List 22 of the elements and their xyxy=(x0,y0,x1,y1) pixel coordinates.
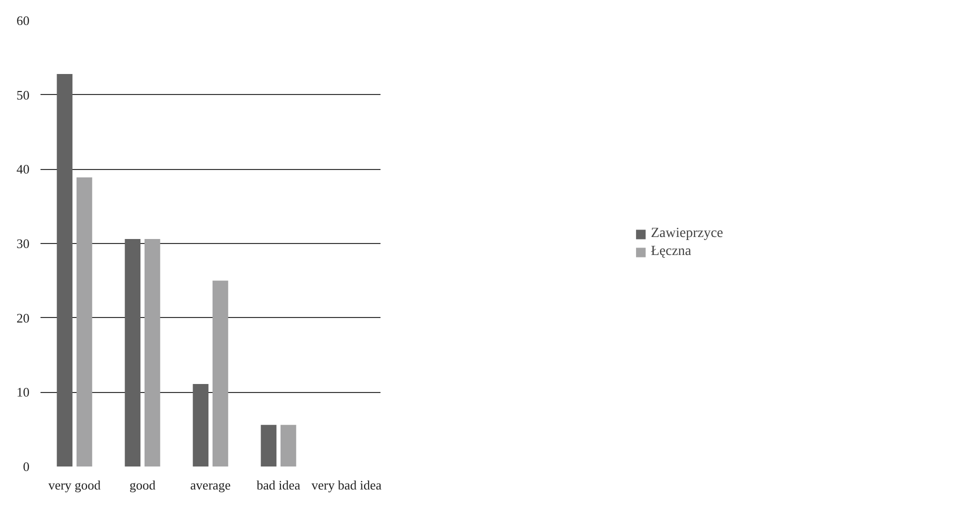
x-tick-label: bad idea xyxy=(256,478,301,492)
bar xyxy=(76,177,92,466)
bar xyxy=(280,424,296,466)
bar xyxy=(192,384,208,466)
bar xyxy=(260,424,276,466)
legend-label: Łęczna xyxy=(650,244,692,260)
y-tick-label: 0 xyxy=(23,459,30,474)
y-tick-label: 50 xyxy=(16,87,30,102)
y-tick-label: 10 xyxy=(16,384,30,400)
bar xyxy=(56,74,72,466)
y-tick-label: 30 xyxy=(16,236,30,251)
bar xyxy=(144,239,160,466)
y-tick-label: 40 xyxy=(16,162,30,177)
bar xyxy=(124,239,140,466)
y-tick-label: 60 xyxy=(16,13,30,28)
x-tick-label: good xyxy=(130,478,156,492)
x-tick-label: very good xyxy=(48,478,102,492)
x-tick-label: very bad idea xyxy=(311,478,382,492)
bar xyxy=(212,280,228,466)
legend-label: Zawieprzyce xyxy=(650,226,724,242)
x-tick-label: average xyxy=(190,478,231,492)
y-tick-label: 20 xyxy=(16,310,30,326)
